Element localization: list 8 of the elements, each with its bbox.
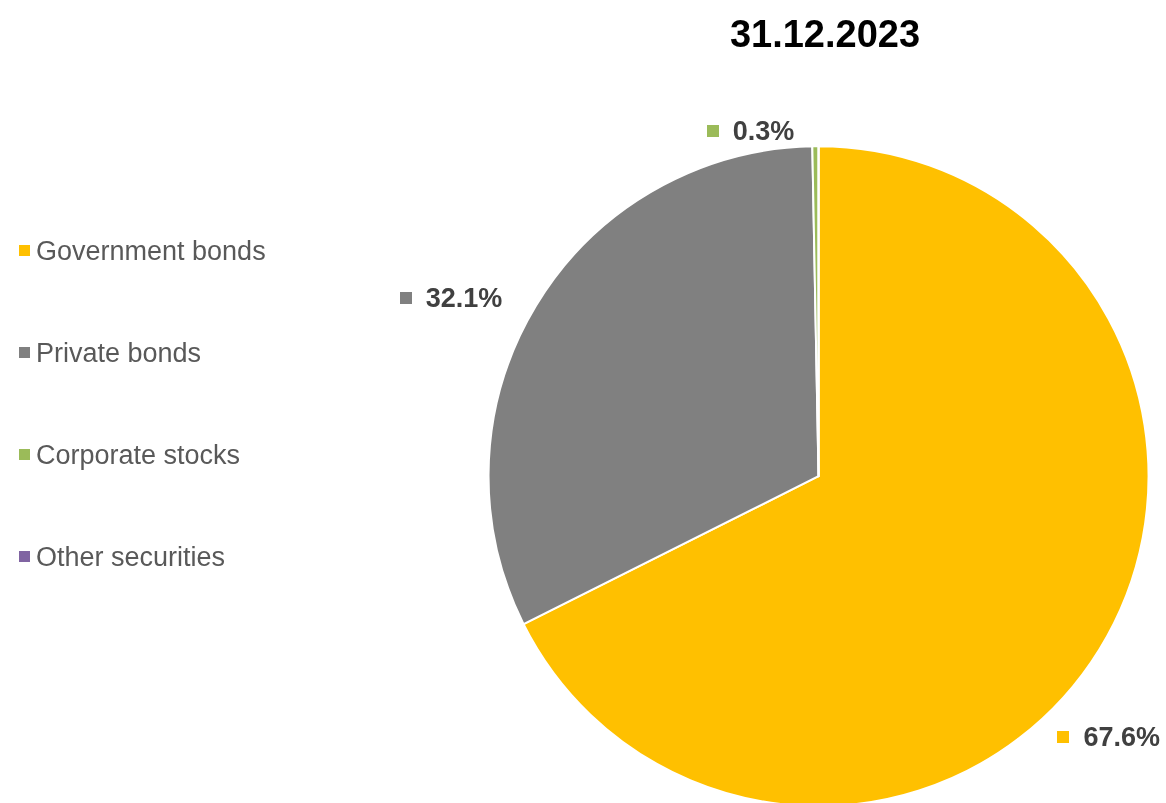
data-label: 0.3% bbox=[732, 116, 795, 147]
legend-label: Corporate stocks bbox=[36, 439, 241, 470]
legend-label: Other securities bbox=[36, 541, 226, 572]
chart-title: 31.12.2023 bbox=[729, 13, 921, 55]
legend-label: Government bonds bbox=[36, 235, 266, 266]
data-label: 67.6% bbox=[1083, 722, 1161, 753]
data-label: 32.1% bbox=[425, 282, 503, 313]
legend-label: Private bonds bbox=[36, 337, 202, 368]
